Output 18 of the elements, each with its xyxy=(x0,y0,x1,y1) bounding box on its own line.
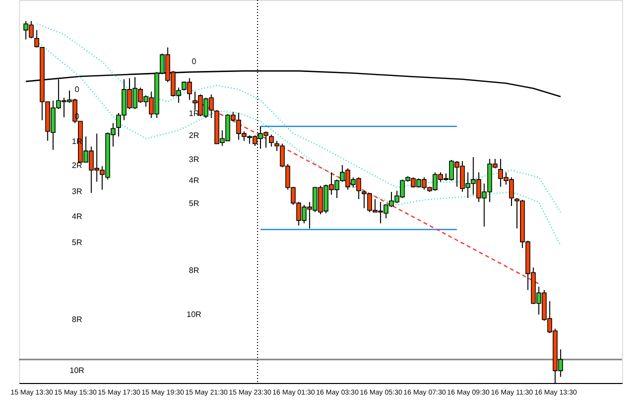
annotation: 4R xyxy=(188,176,200,185)
annotation: 0 xyxy=(74,85,80,94)
annotation: 0 xyxy=(192,57,197,66)
annotation: 3R xyxy=(72,187,82,196)
annotation: 10R xyxy=(186,310,202,319)
annotation: 2R xyxy=(72,161,82,170)
annotation: 4R xyxy=(72,212,82,221)
annotation: 10R xyxy=(70,366,85,375)
annotation: 5R xyxy=(188,199,200,208)
candlestick xyxy=(268,134,274,148)
candlestick xyxy=(34,30,40,48)
annotation: 2R xyxy=(188,131,200,140)
annotation: 0 xyxy=(74,112,80,121)
annotation: 1R xyxy=(188,109,200,118)
annotation: 5R xyxy=(72,238,82,247)
annotation: 8R xyxy=(72,315,82,324)
annotation: 8R xyxy=(188,266,200,275)
annotation: 3R xyxy=(188,155,200,164)
